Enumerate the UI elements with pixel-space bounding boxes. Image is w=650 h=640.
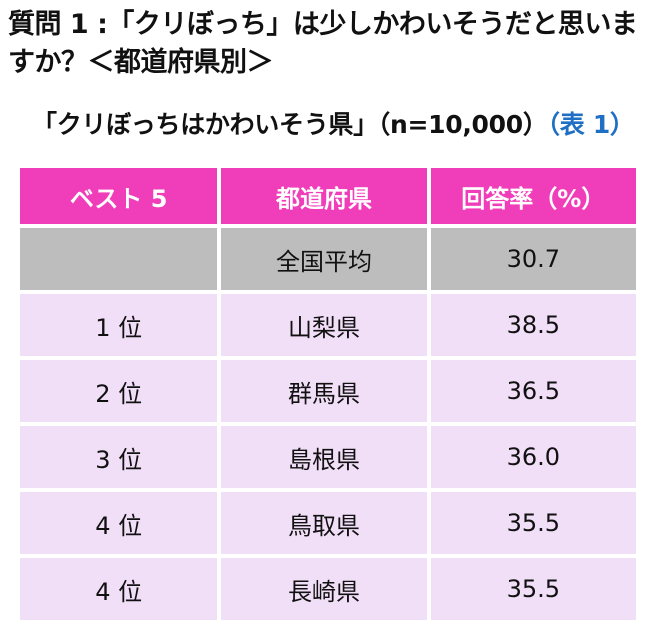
header-rank: ベスト 5 <box>20 168 218 224</box>
table-header-row: ベスト 5 都道府県 回答率（%） <box>20 168 636 224</box>
rate-cell: 36.5 <box>430 360 636 422</box>
rank-cell: 3 位 <box>20 426 218 488</box>
rank-cell: 2 位 <box>20 360 218 422</box>
table-caption: 「クリぼっちはかわいそう県」（n=10,000）（表 1） <box>32 108 635 142</box>
rank-cell: 4 位 <box>20 558 218 620</box>
header-rate: 回答率（%） <box>430 168 636 224</box>
prefecture-cell: 鳥取県 <box>221 492 427 554</box>
table-row: 4 位 長崎県 35.5 <box>20 558 636 620</box>
rate-cell: 38.5 <box>430 294 636 356</box>
table-row: 3 位 島根県 36.0 <box>20 426 636 488</box>
rate-cell: 35.5 <box>430 492 636 554</box>
prefecture-cell: 島根県 <box>221 426 427 488</box>
average-rank-cell <box>20 228 218 290</box>
table-row: 2 位 群馬県 36.5 <box>20 360 636 422</box>
rank-cell: 4 位 <box>20 492 218 554</box>
rate-cell: 36.0 <box>430 426 636 488</box>
table-row: 4 位 鳥取県 35.5 <box>20 492 636 554</box>
prefecture-cell: 群馬県 <box>221 360 427 422</box>
table-caption-text: 「クリぼっちはかわいそう県」（n=10,000） <box>32 110 548 139</box>
rank-cell: 1 位 <box>20 294 218 356</box>
ranking-table: ベスト 5 都道府県 回答率（%） 全国平均 30.7 1 位 山梨県 38.5… <box>16 164 640 624</box>
table-reference: （表 1） <box>547 110 635 139</box>
national-average-row: 全国平均 30.7 <box>20 228 636 290</box>
average-rate-cell: 30.7 <box>430 228 636 290</box>
header-prefecture: 都道府県 <box>221 168 427 224</box>
prefecture-cell: 山梨県 <box>221 294 427 356</box>
table-row: 1 位 山梨県 38.5 <box>20 294 636 356</box>
prefecture-cell: 長崎県 <box>221 558 427 620</box>
rate-cell: 35.5 <box>430 558 636 620</box>
question-heading: 質問 1 :「クリぼっち」は少しかわいそうだと思いますか？＜都道府県別＞ <box>8 9 638 78</box>
average-prefecture-cell: 全国平均 <box>221 228 427 290</box>
